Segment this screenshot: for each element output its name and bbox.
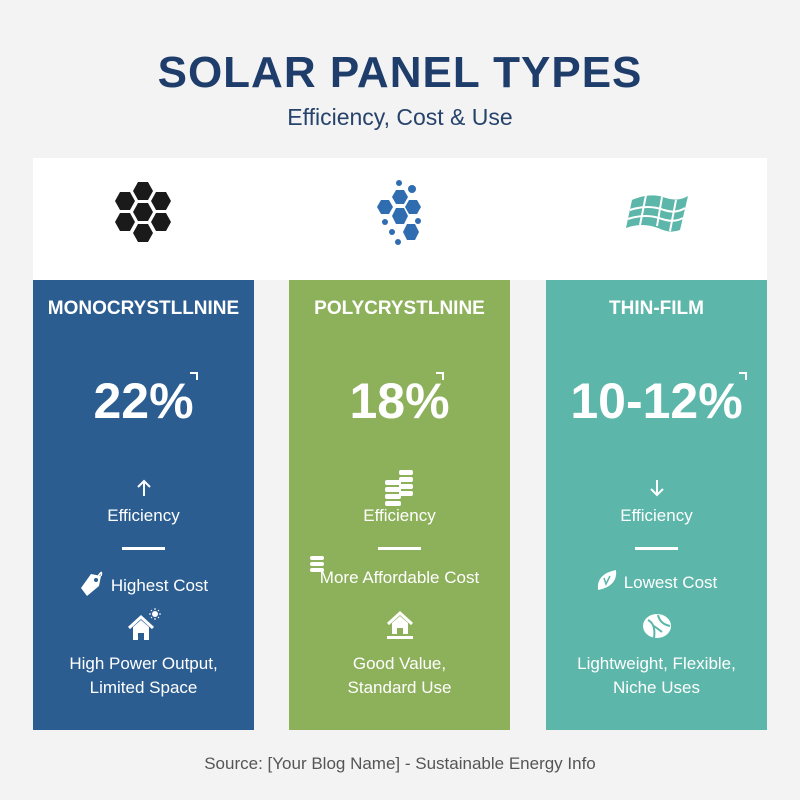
divider xyxy=(635,547,678,550)
use-line-1: Good Value, xyxy=(352,654,447,673)
divider xyxy=(378,547,421,550)
panel-name: MONOCRYSTLLNINE xyxy=(47,298,240,319)
efficiency-value: 10-12% xyxy=(570,373,743,429)
cost-label: Lowest Cost xyxy=(623,572,718,592)
use-line-1: High Power Output, xyxy=(69,654,218,673)
efficiency-label: Efficiency xyxy=(107,506,180,525)
house-icon xyxy=(289,610,510,640)
use-line-1: Lightweight, Flexible, xyxy=(577,654,736,673)
corner-mark-icon xyxy=(739,372,747,380)
use-line-2: Standard Use xyxy=(347,678,452,697)
cost-label: Highest Cost xyxy=(110,575,209,595)
efficiency-value: 18% xyxy=(349,373,450,429)
efficiency-value: 22% xyxy=(93,373,194,429)
panel-name: THIN-FILM xyxy=(609,298,704,319)
panel-name: POLYCRYSTLNINE xyxy=(314,298,485,319)
cost-label: More Affordable Cost xyxy=(319,568,480,587)
efficiency-label: Efficiency xyxy=(620,506,693,525)
arrow-down-icon xyxy=(546,478,767,498)
panel-thin-film: THIN-FILM 10-12% Efficiency Lowest Cost … xyxy=(546,280,767,730)
hexagon-cluster-icon xyxy=(33,180,254,250)
panel-monocrystalline: MONOCRYSTLLNINE 22% Efficiency Highest C… xyxy=(33,280,254,730)
efficiency-label: Efficiency xyxy=(363,506,436,525)
arrow-up-icon xyxy=(33,478,254,498)
page-subtitle: Efficiency, Cost & Use xyxy=(287,104,513,130)
house-sun-icon xyxy=(33,608,254,642)
corner-mark-icon xyxy=(190,372,198,380)
coin-stack-icon xyxy=(207,556,428,572)
page-title: SOLAR PANEL TYPES xyxy=(157,48,643,97)
corner-mark-icon xyxy=(436,372,444,380)
flexible-panel-icon xyxy=(546,180,767,250)
use-line-2: Niche Uses xyxy=(613,678,700,697)
coin-stack-icon xyxy=(289,468,510,506)
divider xyxy=(122,547,165,550)
price-tag-icon xyxy=(79,568,105,603)
source-credit: Source: [Your Blog Name] - Sustainable E… xyxy=(204,754,596,773)
panel-polycrystalline: POLYCRYSTLNINE 18% Efficiency More Affor… xyxy=(289,280,510,730)
scattered-hexagon-icon xyxy=(289,180,510,250)
flexible-ball-icon xyxy=(546,612,767,640)
leaf-icon xyxy=(596,568,618,597)
use-line-2: Limited Space xyxy=(89,678,198,697)
